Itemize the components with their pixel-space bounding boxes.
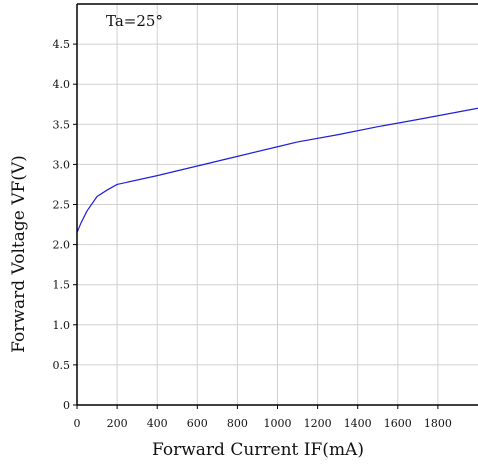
- x-tick-label-6: 1200: [304, 417, 332, 430]
- x-tick-label-9: 1800: [424, 417, 452, 430]
- y-tick-label-9: 4.5: [53, 38, 71, 51]
- x-tick-label-5: 1000: [264, 417, 292, 430]
- y-tick-label-0: 0: [63, 399, 70, 412]
- x-tick-label-2: 400: [147, 417, 168, 430]
- x-tick-label-0: 0: [74, 417, 81, 430]
- annotation-ta: Ta=25°: [106, 12, 163, 30]
- x-tick-label-3: 600: [187, 417, 208, 430]
- y-tick-label-8: 4.0: [53, 78, 71, 91]
- x-tick-labels: 0 200 400 600 800 1000 1200 1400 1600 1800: [74, 405, 452, 430]
- grid: [77, 4, 478, 405]
- y-tick-label-7: 3.5: [53, 118, 71, 131]
- series-line-0: [76, 107, 478, 233]
- x-tick-label-8: 1600: [384, 417, 412, 430]
- y-tick-label-4: 2.0: [53, 239, 71, 252]
- x-tick-label-1: 200: [107, 417, 128, 430]
- x-tick-label-4: 800: [227, 417, 248, 430]
- y-axis-title: Forward Voltage VF(V): [9, 155, 29, 353]
- y-tick-label-5: 2.5: [53, 199, 71, 212]
- y-tick-label-1: 0.5: [53, 359, 71, 372]
- y-tick-label-2: 1.0: [53, 319, 71, 332]
- y-tick-label-3: 1.5: [53, 279, 71, 292]
- y-tick-labels: 0 0.5 1.0 1.5 2.0 2.5 3.0 3.5 4.0 4.5: [53, 38, 77, 412]
- x-axis-title: Forward Current IF(mA): [152, 440, 364, 460]
- y-tick-label-6: 3.0: [53, 158, 71, 171]
- series-layer: [76, 107, 478, 233]
- x-tick-label-7: 1400: [344, 417, 372, 430]
